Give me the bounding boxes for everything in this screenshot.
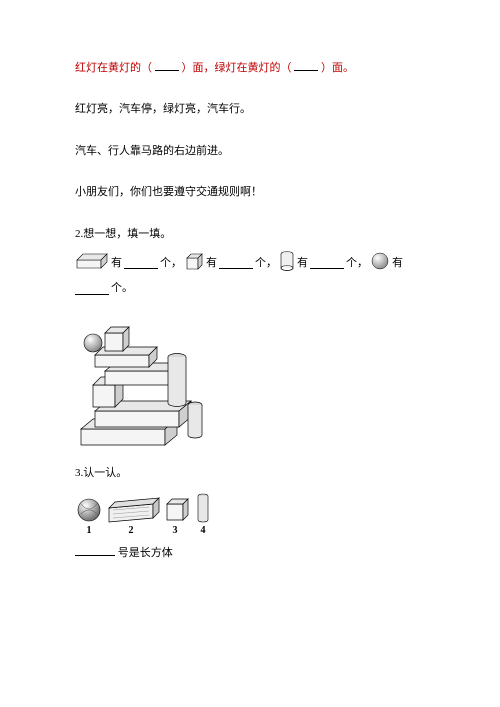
composite-figure <box>75 311 425 456</box>
blank[interactable] <box>124 258 158 269</box>
svg-text:2: 2 <box>129 525 134 536</box>
text: 红灯亮，汽车停，绿灯亮，汽车行。 <box>75 103 251 115</box>
text: 个， <box>346 256 368 271</box>
sentence-4: 小朋友们，你们也要遵守交通规则啊！ <box>75 185 425 200</box>
blank[interactable] <box>294 60 318 71</box>
sentence-3: 汽车、行人靠马路的右边前进。 <box>75 144 425 159</box>
text: 个， <box>160 256 182 271</box>
sentence-2: 红灯亮，汽车停，绿灯亮，汽车行。 <box>75 102 425 117</box>
blank[interactable] <box>75 545 115 556</box>
text: ）面。 <box>321 62 354 74</box>
q3-items: 1 2 3 4 <box>75 490 425 541</box>
cube-icon <box>184 251 204 276</box>
text: ）面，绿灯在黄灯的（ <box>182 62 292 74</box>
page-content: { "text": { "line1_a": "红灯在黄灯的（", "line1… <box>0 0 500 601</box>
text: 汽车、行人靠马路的右边前进。 <box>75 145 229 157</box>
q2-title: 2.想一想，填一填。 <box>75 227 425 242</box>
text: 3.认一认。 <box>75 467 127 479</box>
text: 2.想一想，填一填。 <box>75 228 171 240</box>
blank[interactable] <box>155 60 179 71</box>
sentence-1: 红灯在黄灯的（ ）面，绿灯在黄灯的（ ）面。 <box>75 60 425 76</box>
blank[interactable] <box>310 258 344 269</box>
text: 个， <box>255 256 277 271</box>
text: 红灯在黄灯的（ <box>75 62 152 74</box>
q3-title: 3.认一认。 <box>75 466 425 481</box>
svg-text:3: 3 <box>173 525 178 536</box>
sphere-icon <box>370 251 390 276</box>
text: 小朋友们，你们也要遵守交通规则啊！ <box>75 186 262 198</box>
svg-text:1: 1 <box>87 525 92 536</box>
text: 有 <box>206 256 217 271</box>
text: 有 <box>111 256 122 271</box>
text: 有 <box>297 256 308 271</box>
text: 号是长方体 <box>118 547 173 559</box>
blank[interactable] <box>75 284 109 295</box>
blank[interactable] <box>219 258 253 269</box>
text: 个。 <box>111 281 133 296</box>
q3-answer-line: 号是长方体 <box>75 545 425 561</box>
text: 有 <box>392 256 403 271</box>
q2-shapes-row: 有 个， 有 个， 有 个， <box>75 250 425 297</box>
cuboid-icon <box>75 252 109 275</box>
cylinder-icon <box>279 250 295 277</box>
svg-text:4: 4 <box>201 525 206 536</box>
